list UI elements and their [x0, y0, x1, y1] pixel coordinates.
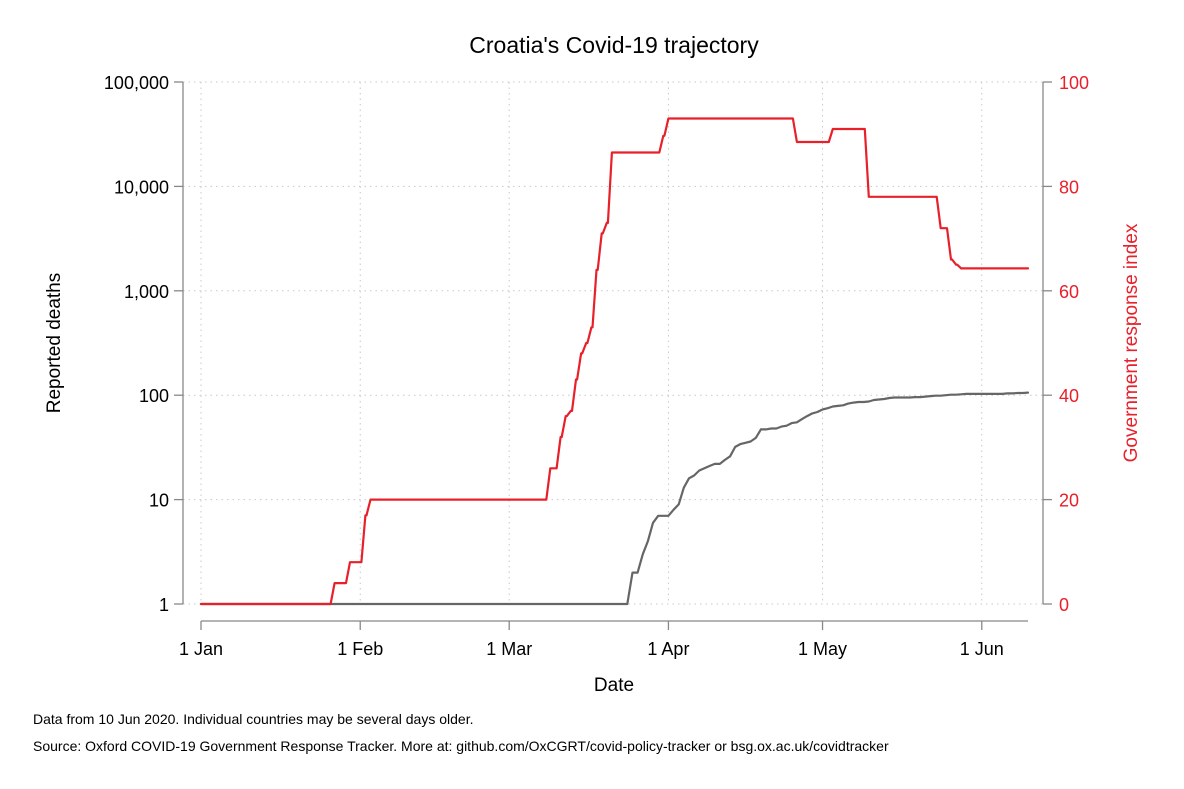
grid	[183, 81, 1043, 605]
source-note: Source: Oxford COVID-19 Government Respo…	[33, 738, 889, 754]
y-axis-right-label: Government response index	[1121, 223, 1142, 462]
x-tick-label: 1 Jan	[179, 639, 223, 659]
y-left-tick-label: 10	[149, 491, 169, 511]
y-left-tick-label: 100	[139, 386, 169, 406]
y-right-tick-label: 20	[1059, 491, 1079, 511]
chart-title: Croatia's Covid-19 trajectory	[469, 32, 759, 58]
y-right-tick-label: 40	[1059, 386, 1079, 406]
y-left-tick-label: 10,000	[114, 177, 169, 197]
x-tick-label: 1 Apr	[647, 639, 689, 659]
y-left-tick-label: 100,000	[104, 73, 169, 93]
series-group	[199, 117, 1030, 606]
data-note: Data from 10 Jun 2020. Individual countr…	[33, 711, 474, 727]
axes: 1 10 100 1,000 10,000 100,000 0 20 40 60 80 100 1 Ja…	[104, 73, 1089, 659]
series-line-response-index	[199, 117, 1030, 606]
x-tick-label: 1 Mar	[486, 639, 532, 659]
y-right-tick-label: 60	[1059, 282, 1079, 302]
y-right-tick-label: 100	[1059, 73, 1089, 93]
x-tick-label: 1 Jun	[960, 639, 1004, 659]
y-right-tick-label: 0	[1059, 595, 1069, 615]
y-left-tick-label: 1,000	[124, 282, 169, 302]
y-right-tick-label: 80	[1059, 177, 1079, 197]
y-axis-left-label: Reported deaths	[44, 273, 65, 414]
x-tick-label: 1 May	[798, 639, 847, 659]
x-axis-label: Date	[594, 675, 634, 696]
series-line-deaths	[199, 391, 1030, 606]
x-tick-label: 1 Feb	[337, 639, 383, 659]
y-left-tick-label: 1	[159, 595, 169, 615]
